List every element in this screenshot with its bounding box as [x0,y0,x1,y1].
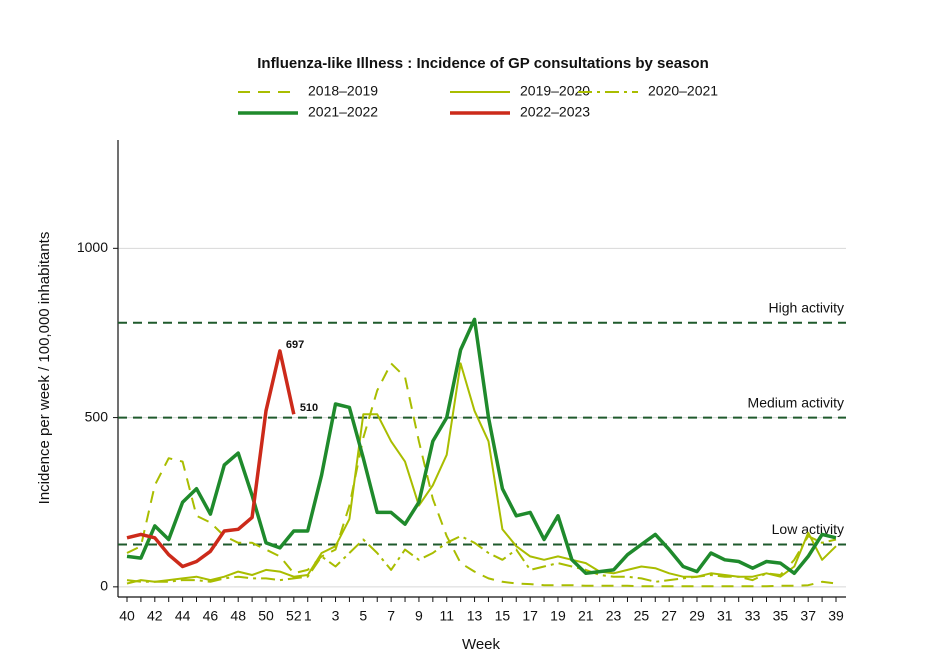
x-tick-label: 29 [689,608,705,624]
x-tick-label: 48 [230,608,246,624]
x-tick-label: 17 [522,608,538,624]
series-line [126,535,837,583]
series-line [126,362,837,585]
x-tick-label: 46 [203,608,219,624]
y-axis-label: Incidence per week / 100,000 inhabitants [36,232,53,505]
x-tick-label: 35 [773,608,789,624]
series-line [126,349,296,569]
x-tick-label: 5 [359,608,367,624]
series-line [126,362,837,588]
reference-label: Medium activity [748,394,844,410]
x-tick-label: 1 [304,608,312,624]
x-tick-label: 42 [147,608,163,624]
legend-label: 2019–2020 [520,83,590,99]
x-tick-label: 44 [175,608,191,624]
data-label: 697 [286,339,304,351]
x-tick-label: 39 [828,608,844,624]
x-tick-label: 3 [332,608,340,624]
x-tick-label: 21 [578,608,594,624]
legend-label: 2020–2021 [648,83,718,99]
x-tick-label: 9 [415,608,423,624]
x-tick-label: 37 [800,608,816,624]
x-tick-label: 23 [606,608,622,624]
x-tick-label: 25 [634,608,650,624]
x-tick-label: 31 [717,608,733,624]
x-tick-label: 40 [119,608,135,624]
reference-label: Low activity [772,521,844,537]
y-tick-label: 0 [100,578,108,594]
x-tick-label: 33 [745,608,761,624]
x-tick-label: 11 [439,608,454,624]
legend-label: 2021–2022 [308,104,378,120]
x-axis-label: Week [462,636,501,653]
legend-label: 2018–2019 [308,83,378,99]
series-line [126,317,837,576]
x-tick-label: 52 [286,608,302,624]
y-tick-label: 1000 [77,239,108,255]
legend-label: 2022–2023 [520,104,590,120]
x-tick-label: 15 [495,608,511,624]
y-tick-label: 500 [85,408,109,424]
reference-label: High activity [769,300,844,316]
x-tick-label: 27 [661,608,677,624]
x-tick-label: 13 [467,608,483,624]
chart-title: Influenza-like Illness : Incidence of GP… [257,55,709,72]
data-label: 510 [300,402,318,414]
x-tick-label: 50 [258,608,274,624]
x-tick-label: 19 [550,608,566,624]
x-tick-label: 7 [387,608,395,624]
